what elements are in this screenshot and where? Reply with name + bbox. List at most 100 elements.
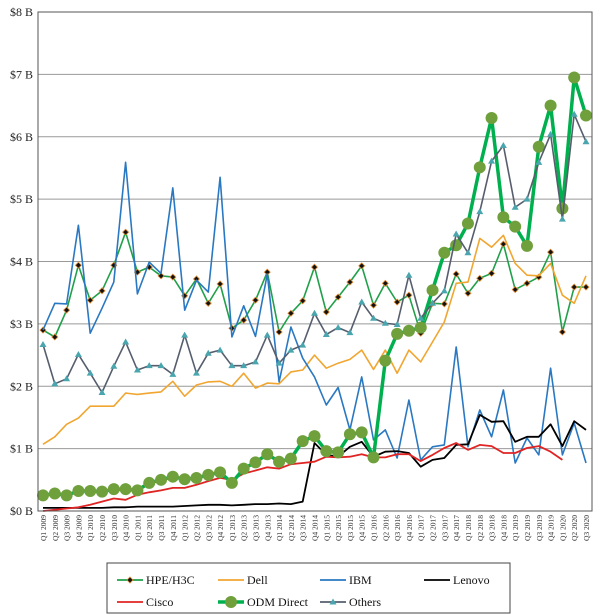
data-point-odm-direct (107, 483, 120, 496)
data-point-hpe-h3c (322, 308, 330, 316)
data-point-odm-direct (308, 430, 321, 443)
data-point-hpe-h3c (346, 278, 354, 286)
data-point-hpe-h3c (86, 296, 94, 304)
x-tick-label: Q3 2010 (110, 515, 119, 541)
data-point-hpe-h3c (511, 286, 519, 294)
data-point-others (157, 362, 165, 369)
data-point-odm-direct (225, 476, 238, 489)
data-point-odm-direct (131, 484, 144, 497)
data-point-odm-direct (237, 462, 250, 475)
x-tick-label: Q3 2017 (440, 515, 449, 541)
data-point-others (523, 195, 531, 202)
y-tick-label: $4 B (10, 255, 33, 269)
x-tick-label: Q2 2012 (192, 515, 201, 541)
data-point-odm-direct (343, 428, 356, 441)
x-tick-label: Q3 2012 (204, 515, 213, 541)
data-point-odm-direct (580, 109, 592, 122)
x-tick-label: Q4 2011 (169, 515, 178, 541)
data-point-odm-direct (214, 466, 227, 479)
x-tick-label: Q1 2013 (228, 515, 237, 541)
legend-item-hpe-h3c: HPE/H3C (117, 573, 195, 587)
data-point-hpe-h3c (570, 283, 578, 291)
data-point-others (181, 331, 189, 338)
data-point-hpe-h3c (51, 333, 59, 341)
x-tick-label: Q3 2018 (488, 515, 497, 541)
data-point-hpe-h3c (287, 309, 295, 317)
y-axis-tick-labels: $0 B $1 B $2 B $3 B $4 B $5 B $6 B $7 B $8 B (10, 5, 33, 518)
data-point-odm-direct (497, 211, 510, 224)
data-point-hpe-h3c (405, 291, 413, 299)
data-point-odm-direct (438, 246, 451, 259)
data-point-odm-direct (568, 71, 581, 84)
x-tick-label: Q4 2009 (74, 515, 83, 541)
data-point-odm-direct (485, 112, 498, 125)
plot-frame (37, 11, 593, 512)
data-point-others (440, 287, 448, 294)
y-tick-label: $7 B (10, 67, 33, 81)
series-line-cisco (42, 442, 563, 512)
data-point-others (476, 208, 484, 215)
data-point-others (192, 369, 200, 376)
x-tick-label: Q2 2011 (145, 515, 154, 541)
y-tick-label: $2 B (10, 379, 33, 393)
data-point-others (334, 324, 342, 331)
data-point-odm-direct (202, 468, 215, 481)
legend-item-cisco: Cisco (117, 595, 173, 609)
x-tick-label: Q3 2019 (535, 515, 544, 541)
data-point-others (263, 331, 271, 338)
data-point-odm-direct (296, 435, 309, 448)
data-point-odm-direct (509, 220, 522, 233)
series-line-lenovo (43, 414, 587, 509)
data-point-odm-direct (48, 487, 61, 500)
x-tick-label: Q3 2014 (299, 515, 308, 541)
legend-label-cisco: Cisco (146, 595, 173, 609)
legend-marker-others (329, 598, 337, 605)
data-point-others (405, 271, 413, 278)
data-point-hpe-h3c (157, 272, 165, 280)
x-tick-label: Q3 2016 (393, 515, 402, 541)
data-point-others (346, 329, 354, 336)
x-tick-label: Q4 2017 (452, 515, 461, 541)
data-point-others (499, 141, 507, 148)
data-point-hpe-h3c (334, 293, 342, 301)
data-point-hpe-h3c (499, 240, 507, 248)
data-point-odm-direct (249, 456, 262, 469)
legend-box (106, 562, 511, 614)
x-tick-label: Q4 2018 (499, 515, 508, 541)
data-point-hpe-h3c (381, 279, 389, 287)
legend-label-hpe-h3c: HPE/H3C (146, 573, 195, 587)
data-point-odm-direct (155, 473, 168, 486)
x-tick-label: Q1 2015 (322, 515, 331, 541)
data-point-hpe-h3c (464, 289, 472, 297)
data-point-others (370, 314, 378, 321)
y-tick-label: $0 B (10, 504, 33, 518)
x-tick-label: Q1 2019 (511, 515, 520, 541)
legend: HPE/H3C Dell IBM Lenovo Cisco ODM Direct Other… (106, 562, 511, 614)
x-tick-label: Q1 2020 (558, 515, 567, 541)
data-point-others (488, 157, 496, 164)
data-point-hpe-h3c (476, 274, 484, 282)
x-tick-label: Q2 2018 (476, 515, 485, 541)
x-tick-label: Q3 2020 (582, 515, 591, 541)
x-tick-label: Q1 2011 (133, 515, 142, 541)
data-point-odm-direct (178, 473, 191, 486)
data-point-others (535, 158, 543, 165)
series-dell (42, 234, 587, 445)
legend-label-others: Others (349, 595, 381, 609)
data-point-others (133, 366, 141, 373)
legend-label-dell: Dell (247, 573, 268, 587)
data-point-hpe-h3c (582, 283, 590, 291)
data-point-odm-direct (284, 452, 297, 465)
data-point-odm-direct (96, 485, 109, 498)
x-tick-label: Q1 2018 (464, 515, 473, 541)
legend-item-dell: Dell (218, 573, 268, 587)
data-point-hpe-h3c (169, 273, 177, 281)
x-tick-label: Q4 2012 (216, 515, 225, 541)
data-point-others (429, 299, 437, 306)
x-tick-label: Q3 2011 (157, 515, 166, 541)
x-tick-label: Q2 2016 (381, 515, 390, 541)
data-point-others (464, 249, 472, 256)
x-tick-label: Q4 2014 (311, 515, 320, 541)
data-point-hpe-h3c (558, 328, 566, 336)
